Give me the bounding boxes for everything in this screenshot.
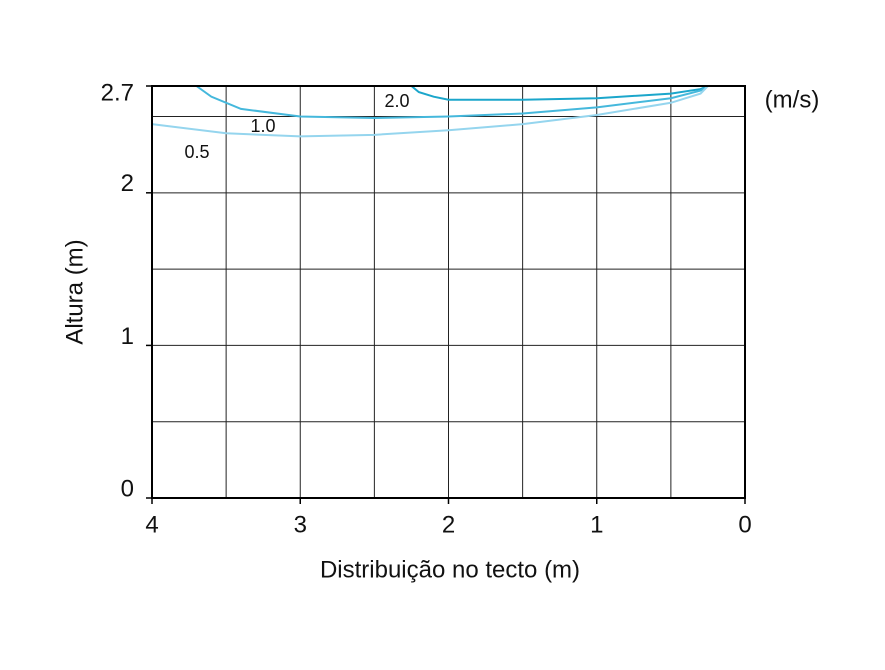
x-tick-label: 3 [294, 511, 307, 538]
y-tick-label: 0 [121, 475, 134, 502]
contour-line [151, 85, 709, 138]
contour-line [410, 85, 709, 101]
x-tick-label: 0 [738, 511, 751, 538]
x-tick-label: 2 [442, 511, 455, 538]
legend-label: 0.5 [184, 142, 209, 162]
plot-frame [151, 85, 746, 499]
x-axis-title: Distribuição no tecto (m) [320, 556, 580, 583]
legend-label: 2.0 [384, 91, 409, 111]
contour-line [195, 85, 709, 120]
x-tick-label: 1 [590, 511, 603, 538]
y-tick-label: 2 [121, 170, 134, 197]
x-tick-label: 4 [145, 511, 158, 538]
y-axis-title: Altura (m) [61, 239, 88, 344]
unit-label: (m/s) [765, 86, 820, 113]
legend-label: 1.0 [250, 116, 275, 136]
y-tick-label: 2.7 [101, 79, 134, 106]
y-tick-label: 1 [121, 323, 134, 350]
